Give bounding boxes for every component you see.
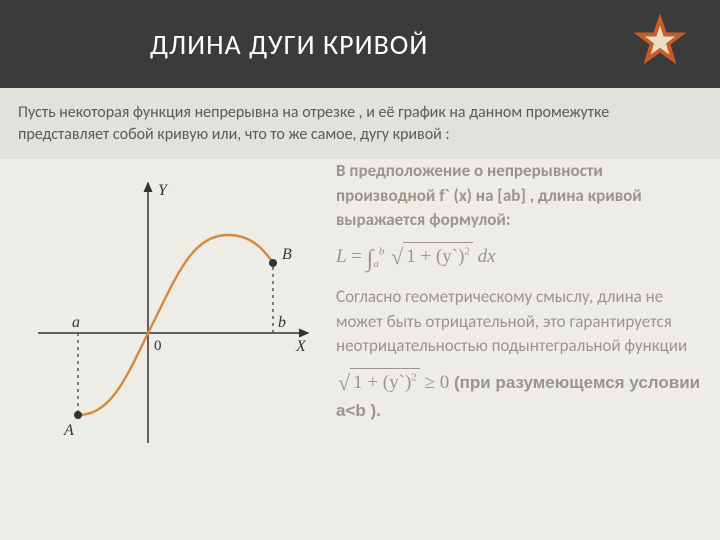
label-y: Y: [158, 182, 169, 199]
sym-eq: =: [347, 246, 367, 267]
label-o: 0: [154, 338, 162, 354]
ge0: ≥ 0: [420, 372, 449, 393]
curve-graph: Y X 0 a b A B: [18, 159, 318, 458]
label-b: b: [278, 314, 286, 331]
label-pa: A: [63, 422, 74, 439]
int-b: b: [379, 246, 385, 258]
label-a: a: [72, 314, 80, 331]
sym-L: L: [336, 246, 347, 267]
rad2-sq: 2: [411, 372, 417, 384]
dx: dx: [478, 246, 496, 267]
int-a: a: [373, 258, 379, 270]
formula-length: L = ∫ab 1 + (y`)2 dx: [336, 239, 702, 277]
point-a: [74, 411, 82, 419]
arc-curve: [78, 235, 273, 415]
rad2: 1 + (y`): [353, 372, 411, 393]
page-title: ДЛИНА ДУГИ КРИВОЙ: [150, 27, 428, 62]
intro-text: Пусть некоторая функция непрерывна на от…: [0, 88, 720, 159]
p-geometric: Согласно геометрическому смыслу, длина н…: [336, 285, 702, 359]
content-row: Y X 0 a b A B В предположение о непрерыв…: [0, 159, 720, 468]
explanation-text: В предположение о непрерывности производ…: [336, 159, 702, 458]
rad1-sq: 2: [464, 246, 470, 258]
p-assumption: В предположение о непрерывности производ…: [336, 159, 702, 233]
header: ДЛИНА ДУГИ КРИВОЙ: [0, 0, 720, 88]
formula-nonneg: 1 + (y`)2 ≥ 0 (при разумеющемся условии …: [336, 365, 702, 424]
star-icon: [630, 12, 690, 77]
label-pb: B: [282, 246, 292, 263]
label-x: X: [295, 338, 307, 355]
point-b: [269, 259, 277, 267]
rad1: 1 + (y`): [406, 246, 464, 267]
